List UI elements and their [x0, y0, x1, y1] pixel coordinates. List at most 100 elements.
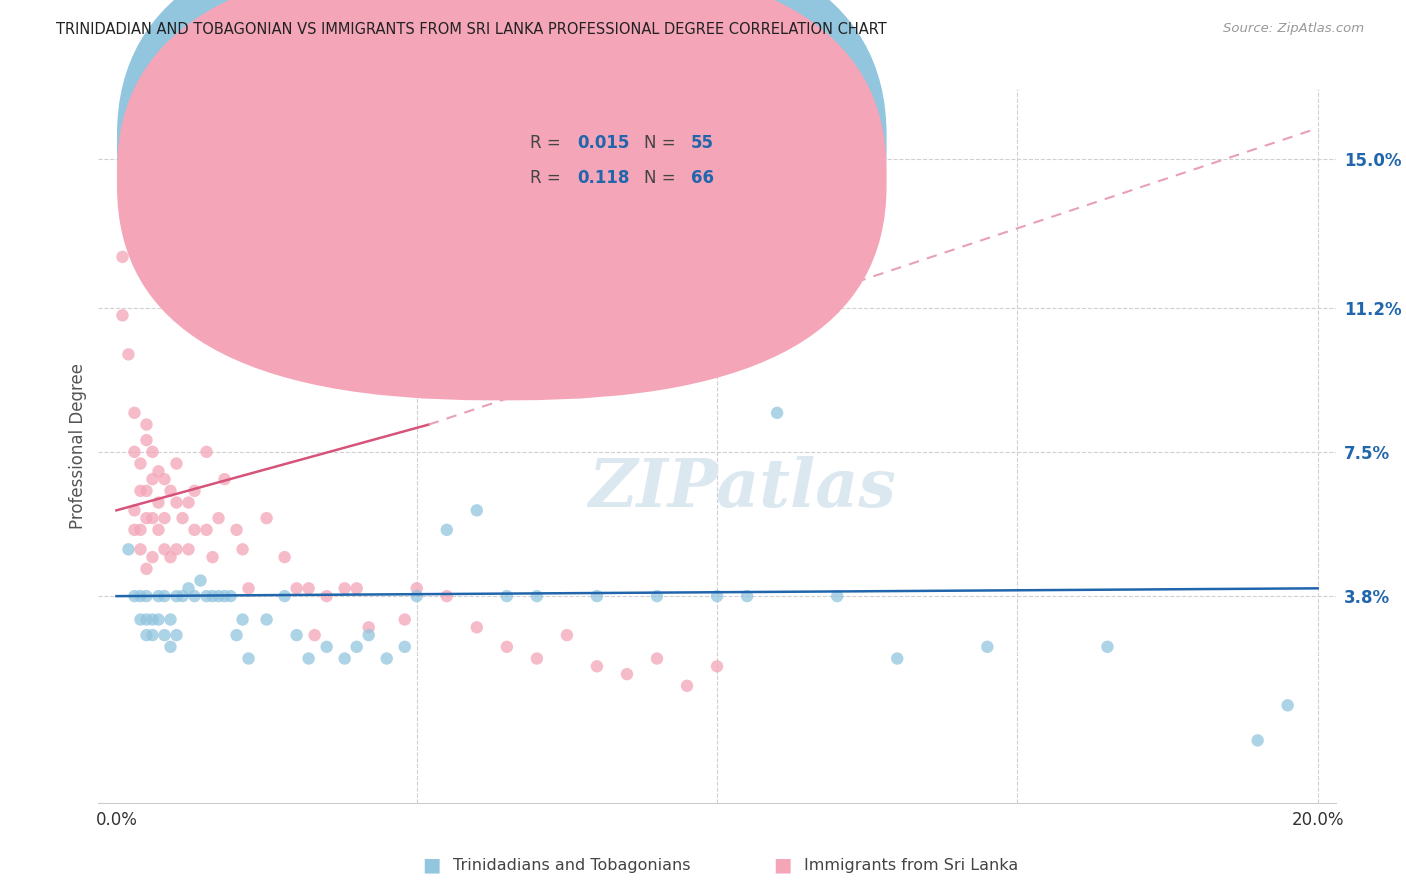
Point [465, 620, 488, 634]
Point [232, 613, 254, 627]
Point [214, 472, 236, 486]
FancyBboxPatch shape [117, 0, 887, 365]
Point [285, 582, 308, 596]
Point [304, 628, 326, 642]
Point [124, 523, 146, 537]
Point [159, 613, 181, 627]
Point [238, 651, 260, 665]
Point [129, 589, 152, 603]
Point [735, 589, 758, 603]
Point [172, 511, 194, 525]
Point [375, 651, 398, 665]
Point [141, 550, 163, 565]
Point [333, 651, 356, 665]
Text: ■: ■ [773, 855, 792, 875]
Point [159, 640, 181, 654]
Point [135, 433, 157, 447]
Text: 0.118: 0.118 [578, 169, 630, 187]
Point [315, 589, 337, 603]
Point [135, 417, 157, 432]
Point [207, 589, 229, 603]
Point [153, 589, 176, 603]
Point [183, 483, 205, 498]
Point [285, 628, 308, 642]
Point [214, 589, 236, 603]
Point [177, 495, 200, 509]
Point [172, 589, 194, 603]
Point [135, 613, 157, 627]
Point [135, 511, 157, 525]
Point [183, 589, 205, 603]
Point [129, 523, 152, 537]
Point [616, 667, 638, 681]
Point [706, 659, 728, 673]
Point [976, 640, 998, 654]
Point [190, 574, 212, 588]
Point [555, 628, 578, 642]
Point [273, 589, 295, 603]
Point [645, 651, 668, 665]
Text: TRINIDADIAN AND TOBAGONIAN VS IMMIGRANTS FROM SRI LANKA PROFESSIONAL DEGREE CORR: TRINIDADIAN AND TOBAGONIAN VS IMMIGRANTS… [56, 22, 887, 37]
Text: 55: 55 [692, 134, 714, 152]
Point [357, 628, 380, 642]
Point [141, 445, 163, 459]
Point [141, 511, 163, 525]
Point [166, 457, 188, 471]
Point [394, 613, 416, 627]
Point [166, 628, 188, 642]
Point [141, 613, 163, 627]
Point [526, 651, 548, 665]
Point [195, 589, 218, 603]
Point [238, 582, 260, 596]
Text: 66: 66 [692, 169, 714, 187]
Text: 0.015: 0.015 [578, 134, 630, 152]
Point [111, 250, 134, 264]
Point [195, 523, 218, 537]
Point [159, 550, 181, 565]
Point [495, 640, 517, 654]
Point [148, 495, 170, 509]
Point [183, 523, 205, 537]
Text: R =: R = [530, 134, 567, 152]
Point [766, 406, 789, 420]
Point [177, 582, 200, 596]
Point [256, 511, 278, 525]
Point [394, 640, 416, 654]
Point [124, 406, 146, 420]
Point [117, 211, 139, 225]
Point [225, 523, 247, 537]
Point [645, 589, 668, 603]
Point [148, 464, 170, 478]
Point [465, 503, 488, 517]
Point [159, 483, 181, 498]
Text: Immigrants from Sri Lanka: Immigrants from Sri Lanka [804, 858, 1018, 872]
Point [153, 542, 176, 557]
Point [201, 550, 224, 565]
Point [405, 589, 427, 603]
Point [141, 628, 163, 642]
Point [166, 542, 188, 557]
Y-axis label: Professional Degree: Professional Degree [69, 363, 87, 529]
Point [201, 589, 224, 603]
Point [1277, 698, 1299, 713]
Text: Source: ZipAtlas.com: Source: ZipAtlas.com [1223, 22, 1364, 36]
Text: Trinidadians and Tobagonians: Trinidadians and Tobagonians [453, 858, 690, 872]
Point [346, 640, 368, 654]
Point [886, 651, 908, 665]
Point [153, 511, 176, 525]
Point [129, 457, 152, 471]
Point [586, 659, 609, 673]
Point [207, 511, 229, 525]
Point [706, 589, 728, 603]
Point [117, 542, 139, 557]
FancyBboxPatch shape [117, 0, 887, 401]
Point [177, 542, 200, 557]
Point [124, 503, 146, 517]
Point [346, 582, 368, 596]
Point [148, 523, 170, 537]
Point [1246, 733, 1268, 747]
Point [166, 495, 188, 509]
Point [219, 589, 242, 603]
Point [1097, 640, 1119, 654]
Point [153, 628, 176, 642]
